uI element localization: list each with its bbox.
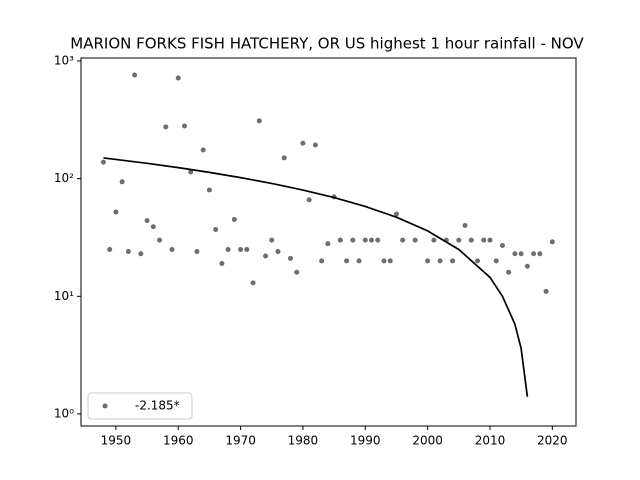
point [100, 159, 106, 165]
point [362, 237, 368, 243]
point [300, 140, 306, 146]
point [387, 258, 393, 264]
point [132, 72, 138, 78]
point [487, 237, 493, 243]
y-tick-label: 10² [54, 171, 74, 185]
point [107, 246, 113, 252]
x-tick-label: 2000 [412, 434, 443, 448]
point [337, 237, 343, 243]
point [437, 258, 443, 264]
point [537, 251, 543, 257]
point [206, 187, 212, 193]
point [238, 246, 244, 252]
point [275, 249, 281, 255]
point [306, 197, 312, 203]
legend-label: -2.185* [135, 399, 180, 413]
x-tick-label: 1960 [163, 434, 194, 448]
point [393, 211, 399, 217]
point [512, 251, 518, 257]
point [213, 226, 219, 232]
x-tick-label: 1980 [288, 434, 319, 448]
point [425, 258, 431, 264]
point [169, 246, 175, 252]
point [344, 258, 350, 264]
point [113, 209, 119, 215]
point [518, 251, 524, 257]
point [350, 237, 356, 243]
point [493, 258, 499, 264]
point [188, 169, 194, 175]
point [431, 237, 437, 243]
point [531, 251, 537, 257]
point [524, 263, 530, 269]
point [481, 237, 487, 243]
legend-marker [102, 403, 108, 409]
point [138, 251, 144, 257]
point [462, 222, 468, 228]
point [506, 269, 512, 275]
point [250, 280, 256, 286]
point [281, 155, 287, 161]
point [319, 258, 325, 264]
point [450, 258, 456, 264]
point [225, 246, 231, 252]
point [356, 258, 362, 264]
point [412, 237, 418, 243]
point [256, 118, 262, 124]
point [181, 123, 187, 129]
point [263, 253, 269, 259]
point [312, 142, 318, 148]
x-tick-label: 2020 [537, 434, 568, 448]
point [549, 239, 555, 245]
point [381, 258, 387, 264]
point [294, 269, 300, 275]
y-tick-label: 10¹ [54, 289, 74, 303]
y-tick-label: 10³ [54, 53, 74, 67]
plot-frame [80, 57, 577, 427]
point [119, 179, 125, 185]
point [375, 237, 381, 243]
trend-line [103, 157, 529, 397]
point [269, 237, 275, 243]
point [163, 124, 169, 130]
point [231, 216, 237, 222]
point [200, 147, 206, 153]
point [219, 260, 225, 266]
point [175, 75, 181, 81]
chart-title: MARION FORKS FISH HATCHERY, OR US highes… [70, 35, 584, 53]
x-tick-label: 1950 [101, 434, 132, 448]
point [287, 255, 293, 261]
point [194, 249, 200, 255]
point [468, 237, 474, 243]
legend-box [87, 392, 193, 420]
point [157, 237, 163, 243]
point [499, 243, 505, 249]
point [244, 246, 250, 252]
point [369, 237, 375, 243]
y-tick-label: 10⁰ [54, 406, 74, 420]
x-tick-label: 1970 [225, 434, 256, 448]
point [474, 258, 480, 264]
point [400, 237, 406, 243]
point [543, 288, 549, 294]
x-tick-label: 2010 [475, 434, 506, 448]
x-tick-label: 1990 [350, 434, 381, 448]
point [144, 218, 150, 224]
point [125, 249, 131, 255]
point [150, 224, 156, 230]
point [325, 241, 331, 247]
point [456, 237, 462, 243]
